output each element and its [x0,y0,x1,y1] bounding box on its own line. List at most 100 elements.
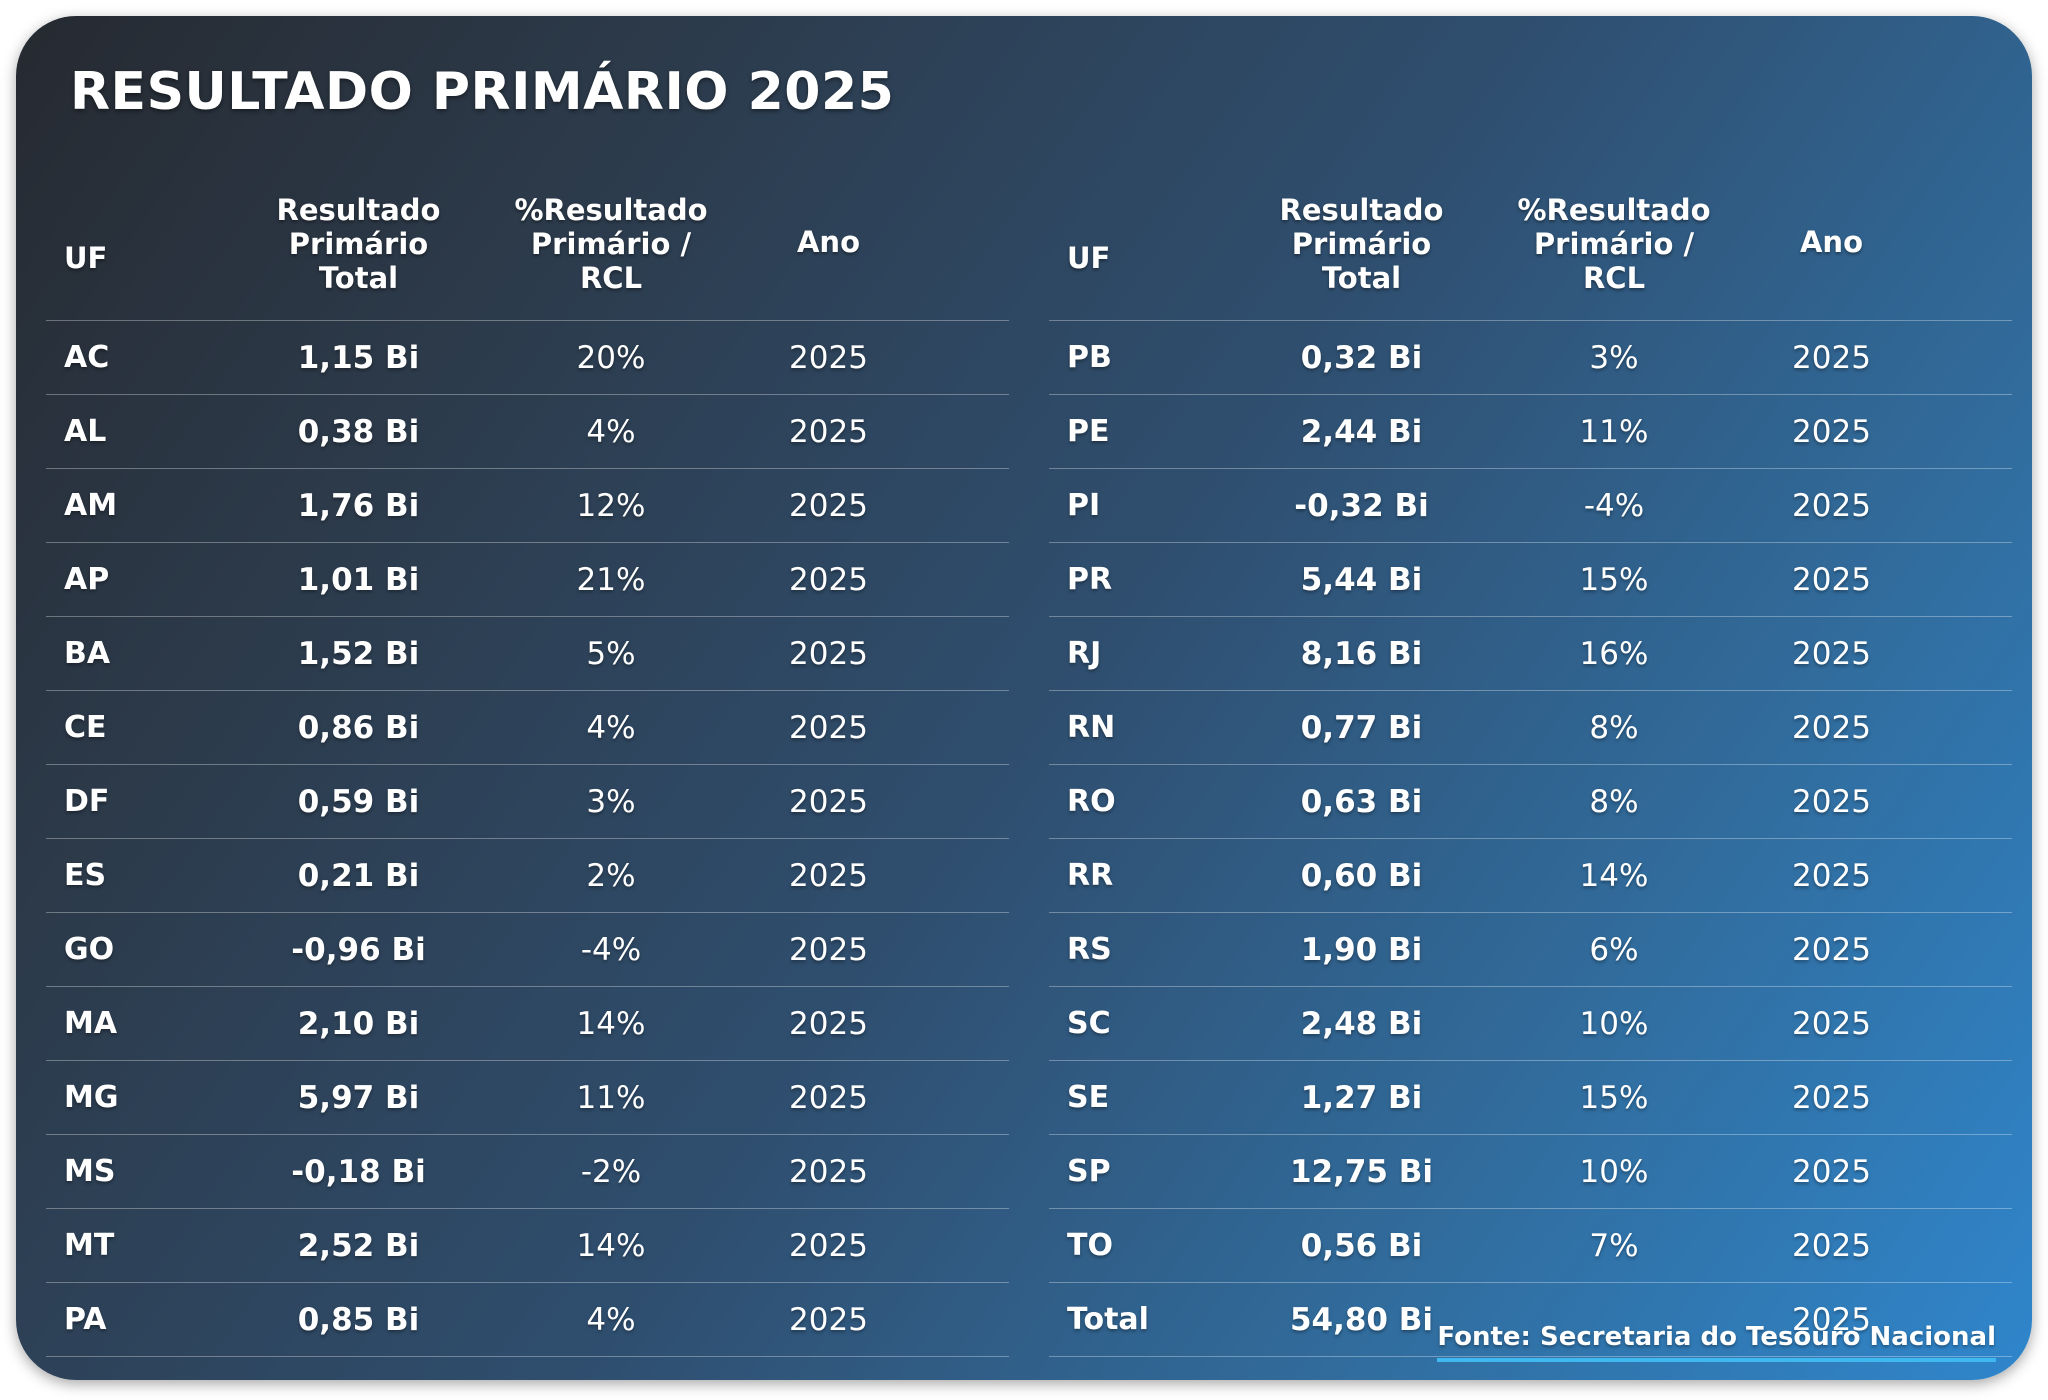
row-spacer [926,394,1009,469]
ano-cell: 2025 [1734,616,1929,691]
header-percentual-line2: Primário / [530,226,692,261]
percentual-rcl-cell: 15% [1494,1060,1734,1135]
state-code-cell: TO [1049,1208,1229,1283]
row-spacer [926,690,1009,765]
resultado-total-cell: 0,85 Bi [226,1282,491,1357]
ano-cell: 2025 [731,542,926,617]
header-resultado-line2: Primário [1291,226,1432,261]
header-ano: Ano [731,168,926,321]
row-spacer [1929,1208,2012,1283]
table-row: PR 5,44 Bi 15% 2025 [1049,542,2012,617]
table-row: RN 0,77 Bi 8% 2025 [1049,690,2012,765]
state-code-cell: AP [46,542,226,617]
header-resultado: Resultado Primário Total [226,168,491,321]
ano-cell: 2025 [1734,542,1929,617]
percentual-rcl-cell: 16% [1494,616,1734,691]
percentual-rcl-cell: 11% [1494,394,1734,469]
results-card: RESULTADO PRIMÁRIO 2025 UF Resultado Pri… [16,16,2032,1380]
row-spacer [1929,542,2012,617]
ano-cell: 2025 [1734,468,1929,543]
header-percentual-line2: Primário / [1533,226,1695,261]
resultado-total-cell: 0,32 Bi [1229,320,1494,395]
resultado-total-cell: 12,75 Bi [1229,1134,1494,1209]
ano-cell: 2025 [731,1060,926,1135]
row-spacer [926,468,1009,543]
state-code-cell: AL [46,394,226,469]
ano-cell: 2025 [1734,838,1929,913]
ano-cell: 2025 [731,468,926,543]
table-row: AP 1,01 Bi 21% 2025 [46,542,1009,617]
table-row: CE 0,86 Bi 4% 2025 [46,690,1009,765]
table-row: GO -0,96 Bi -4% 2025 [46,912,1009,987]
header-row: UF Resultado Primário Total %Resultado P… [46,168,1009,321]
results-table-right: UF Resultado Primário Total %Resultado P… [1049,168,2012,1357]
table-row: BA 1,52 Bi 5% 2025 [46,616,1009,691]
state-code-cell: PI [1049,468,1229,543]
resultado-total-cell: -0,96 Bi [226,912,491,987]
row-spacer [926,616,1009,691]
state-code-cell: RN [1049,690,1229,765]
header-resultado: Resultado Primário Total [1229,168,1494,321]
percentual-rcl-cell: 15% [1494,542,1734,617]
percentual-rcl-cell: 2% [491,838,731,913]
state-code-cell: SE [1049,1060,1229,1135]
resultado-total-cell: 1,90 Bi [1229,912,1494,987]
state-code-cell: SC [1049,986,1229,1061]
percentual-rcl-cell: 4% [491,394,731,469]
resultado-total-cell: 0,21 Bi [226,838,491,913]
row-spacer [926,542,1009,617]
row-spacer [926,912,1009,987]
ano-cell: 2025 [731,838,926,913]
percentual-rcl-cell: 14% [491,1208,731,1283]
ano-cell: 2025 [731,912,926,987]
percentual-rcl-cell: 3% [1494,320,1734,395]
resultado-total-cell: 1,27 Bi [1229,1060,1494,1135]
percentual-rcl-cell: 14% [491,986,731,1061]
percentual-rcl-cell: -4% [491,912,731,987]
resultado-total-cell: 0,60 Bi [1229,838,1494,913]
row-spacer [926,764,1009,839]
row-spacer [1929,690,2012,765]
percentual-rcl-cell [1494,1282,1734,1357]
row-spacer [926,1134,1009,1209]
ano-cell: 2025 [731,394,926,469]
row-spacer [1929,838,2012,913]
state-code-cell: MA [46,986,226,1061]
ano-cell: 2025 [1734,1282,1929,1357]
state-code-cell: PE [1049,394,1229,469]
header-resultado-line3: Total [1321,261,1402,296]
table-row: SP 12,75 Bi 10% 2025 [1049,1134,2012,1209]
header-percentual-line1: %Resultado [1517,192,1711,227]
state-code-cell: Total [1049,1282,1229,1357]
table-row: MS -0,18 Bi -2% 2025 [46,1134,1009,1209]
resultado-total-cell: 0,38 Bi [226,394,491,469]
row-spacer [926,986,1009,1061]
row-spacer [926,1282,1009,1357]
header-row: UF Resultado Primário Total %Resultado P… [1049,168,2012,321]
table-row: AM 1,76 Bi 12% 2025 [46,468,1009,543]
resultado-total-cell: 8,16 Bi [1229,616,1494,691]
percentual-rcl-cell: 8% [1494,690,1734,765]
table-row: MG 5,97 Bi 11% 2025 [46,1060,1009,1135]
state-code-cell: GO [46,912,226,987]
table-row: RJ 8,16 Bi 16% 2025 [1049,616,2012,691]
percentual-rcl-cell: 20% [491,320,731,395]
header-percentual: %Resultado Primário / RCL [1494,168,1734,321]
table-row: TO 0,56 Bi 7% 2025 [1049,1208,2012,1283]
state-code-cell: MG [46,1060,226,1135]
resultado-total-cell: -0,32 Bi [1229,468,1494,543]
state-code-cell: RO [1049,764,1229,839]
state-code-cell: RJ [1049,616,1229,691]
resultado-total-cell: 54,80 Bi [1229,1282,1494,1357]
left-table-body: AC 1,15 Bi 20% 2025 AL 0,38 Bi 4% 2025 AM 1,76 Bi… [46,320,1009,1357]
row-spacer [1929,394,2012,469]
ano-cell: 2025 [731,1282,926,1357]
percentual-rcl-cell: 12% [491,468,731,543]
ano-cell: 2025 [1734,690,1929,765]
ano-cell: 2025 [731,764,926,839]
resultado-total-cell: -0,18 Bi [226,1134,491,1209]
table-row: PI -0,32 Bi -4% 2025 [1049,468,2012,543]
table-row: MA 2,10 Bi 14% 2025 [46,986,1009,1061]
right-table-body: PB 0,32 Bi 3% 2025 PE 2,44 Bi 11% 2025 PI -0,32 B… [1049,320,2012,1357]
row-spacer [1929,1060,2012,1135]
